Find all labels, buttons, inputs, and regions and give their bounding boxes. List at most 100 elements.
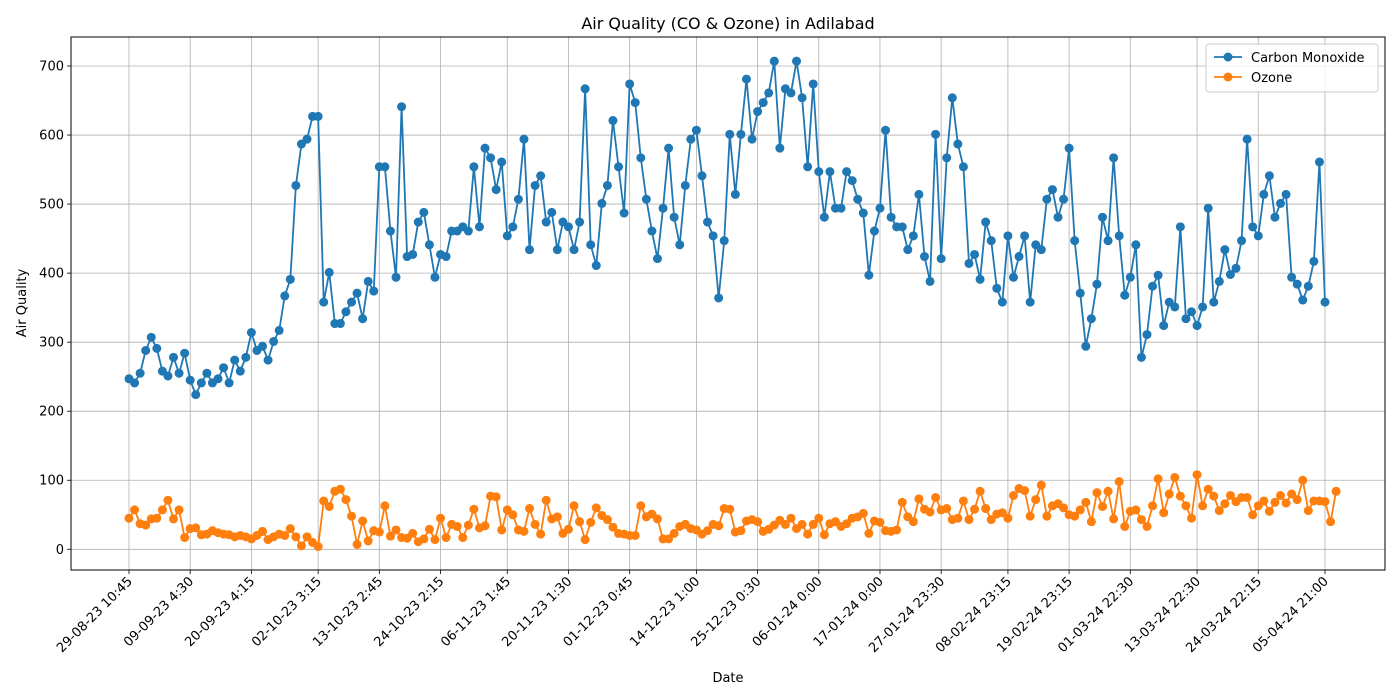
data-point [997,297,1007,307]
data-point [441,533,451,543]
data-point [424,240,434,250]
data-point [380,162,390,172]
data-point [602,515,612,525]
legend-box [1205,43,1379,93]
data-point [1209,297,1219,307]
data-point [1042,194,1052,204]
data-point [1059,503,1069,513]
data-point [1303,281,1313,291]
data-point [530,519,540,529]
y-tick-label: 400 [39,267,64,282]
data-point [1153,270,1163,280]
data-point [892,525,902,535]
data-point [152,343,162,353]
data-point [753,107,763,117]
data-point [296,541,306,551]
data-point [313,111,323,121]
data-point [1303,506,1313,516]
data-point [408,249,418,259]
data-point [908,517,918,527]
data-point [1320,297,1330,307]
data-point [191,523,201,533]
data-point [291,532,301,542]
data-point [669,528,679,538]
data-point [703,526,713,536]
legend-ozone-label: Ozone [1251,71,1292,86]
data-point [914,189,924,199]
data-point [997,508,1007,518]
data-point [858,508,868,518]
data-point [875,203,885,213]
data-point [703,217,713,227]
data-point [1198,501,1208,511]
data-point [530,180,540,190]
data-point [914,494,924,504]
data-point [235,366,245,376]
data-point [619,208,629,218]
data-point [964,258,974,268]
data-point [1142,330,1152,340]
data-point [986,515,996,525]
data-point [191,390,201,400]
data-point [808,79,818,89]
data-point [1287,272,1297,282]
data-point [719,236,729,246]
data-point [808,519,818,529]
data-point [669,212,679,222]
data-point [686,134,696,144]
data-point [547,207,557,217]
data-point [491,492,501,502]
data-point [469,504,479,514]
data-point [1014,252,1024,262]
data-point [1175,222,1185,232]
data-point [430,535,440,545]
data-point [274,325,284,335]
data-point [803,162,813,172]
data-point [836,203,846,213]
data-point [814,513,824,523]
legend-co-label: Carbon Monoxide [1251,51,1364,66]
data-point [575,517,585,527]
data-point [708,231,718,241]
data-point [369,286,379,296]
data-point [430,272,440,282]
data-point [864,528,874,538]
data-point [552,245,562,255]
data-point [180,348,190,358]
data-point [953,139,963,149]
data-point [786,88,796,98]
data-point [736,129,746,139]
data-point [569,245,579,255]
data-point [958,496,968,506]
data-point [942,153,952,163]
data-point [163,371,173,381]
data-point [513,194,523,204]
data-point [347,297,357,307]
data-point [964,515,974,525]
data-point [625,79,635,89]
data-point [1331,486,1341,496]
data-point [569,501,579,511]
data-point [1270,212,1280,222]
data-point [641,194,651,204]
data-point [169,352,178,362]
data-point [441,252,451,262]
y-axis-label: Air Quality [15,268,30,337]
data-point [903,245,913,255]
data-point [291,180,301,190]
data-point [1042,511,1052,521]
data-point [1181,314,1191,324]
data-point [525,245,535,255]
data-point [652,514,662,524]
data-point [942,504,952,514]
data-point [280,530,290,540]
data-point [1003,513,1013,523]
data-point [196,378,206,388]
data-point [463,226,473,236]
legend: Carbon Monoxide Ozone [1205,43,1379,93]
data-point [519,526,529,536]
data-point [1136,352,1146,362]
data-point [358,314,368,324]
data-point [497,157,507,167]
data-point [1248,510,1258,520]
